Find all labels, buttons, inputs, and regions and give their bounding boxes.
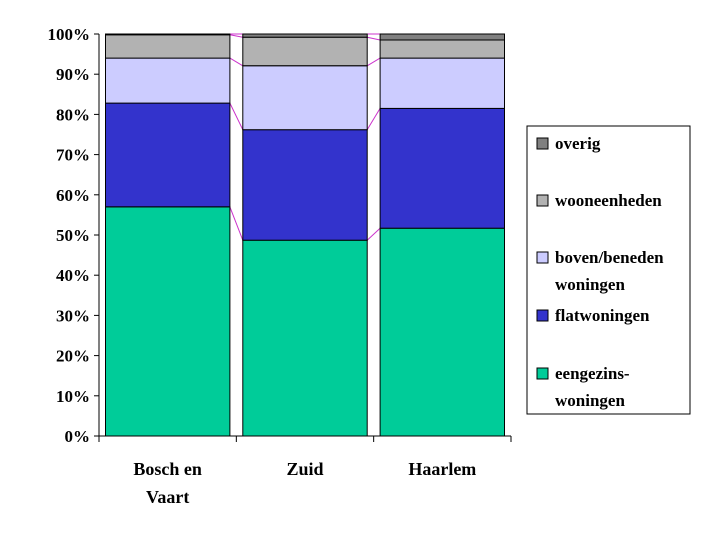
bar-segment: [379, 33, 506, 41]
bar-segment: [105, 33, 231, 36]
x-tick-label: Haarlem: [408, 459, 476, 479]
bar-segment: [379, 39, 506, 59]
legend-swatch: [536, 194, 549, 207]
series-line: [366, 57, 381, 67]
series-line: [229, 34, 243, 38]
y-tick-label: 30%: [56, 306, 90, 325]
bar-segment: [242, 65, 368, 131]
series-lines: [229, 33, 381, 241]
bars: [105, 33, 506, 437]
bar-segment: [242, 36, 368, 67]
y-tick-label: 60%: [56, 186, 90, 205]
y-tick-label: 100%: [48, 25, 91, 44]
bar-segment: [379, 227, 506, 437]
x-tick-label: Vaart: [146, 487, 189, 507]
legend-label: woningen: [555, 391, 625, 410]
legend-label: woningen: [555, 275, 625, 294]
y-tick-label: 0%: [65, 427, 91, 446]
legend-swatch: [536, 251, 549, 264]
bar-segment: [242, 129, 368, 241]
legend: overig wooneenheden boven/beneden woningen f…: [526, 125, 691, 415]
y-tick-label: 10%: [56, 387, 90, 406]
series-line: [229, 102, 244, 130]
legend-label: overig: [555, 134, 601, 153]
legend-label: wooneenheden: [555, 191, 662, 210]
bar-segment: [105, 102, 231, 208]
axes: 0% 10% 20% 30% 40% 50% 60% 70% 80% 90% 100% Bosch e…: [48, 25, 512, 507]
legend-label: boven/beneden: [555, 248, 664, 267]
legend-box: [526, 125, 691, 415]
series-line: [229, 206, 244, 241]
series-line: [229, 57, 244, 67]
bar-segment: [105, 57, 231, 104]
bar-segment: [105, 34, 231, 59]
series-line: [366, 108, 381, 130]
series-line: [367, 36, 381, 41]
x-tick-label: Bosch en: [133, 459, 202, 479]
bar-segment: [105, 206, 231, 437]
legend-label: flatwoningen: [555, 306, 650, 325]
legend-label: eengezins-: [555, 364, 630, 383]
y-tick-label: 50%: [56, 226, 90, 245]
bar-segment: [379, 107, 506, 229]
legend-swatch: [536, 309, 549, 322]
y-tick-label: 20%: [56, 347, 90, 366]
y-tick-label: 90%: [56, 65, 90, 84]
y-tick-label: 40%: [56, 266, 90, 285]
bar-segment: [242, 239, 368, 437]
y-tick-label: 70%: [56, 146, 90, 165]
legend-swatch: [536, 137, 549, 150]
bar-segment: [379, 57, 506, 109]
y-tick-label: 80%: [56, 105, 90, 124]
legend-swatch: [536, 367, 549, 380]
bar-segment: [242, 33, 368, 38]
x-tick-label: Zuid: [286, 459, 323, 479]
series-line: [366, 227, 381, 241]
